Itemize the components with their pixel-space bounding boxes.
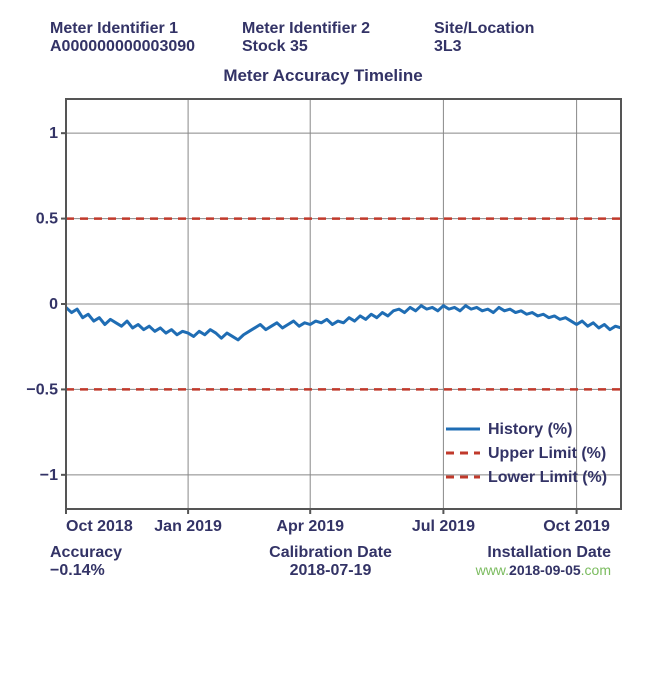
svg-text:0.5: 0.5 xyxy=(35,211,57,228)
installation-label: Installation Date xyxy=(424,544,611,562)
svg-text:Apr 2019: Apr 2019 xyxy=(276,518,344,535)
chart-title: Meter Accuracy Timeline xyxy=(20,66,626,86)
accuracy-label: Accuracy xyxy=(50,544,237,562)
footer-row: Accuracy −0.14% Calibration Date 2018-07… xyxy=(20,544,626,580)
calibration-label: Calibration Date xyxy=(237,544,424,562)
svg-text:History (%): History (%) xyxy=(488,421,572,438)
meter-id-2-label: Meter Identifier 2 xyxy=(242,20,434,38)
svg-text:Upper Limit (%): Upper Limit (%) xyxy=(488,445,606,462)
header-col-3: Site/Location 3L3 xyxy=(434,20,626,56)
svg-text:Oct 2018: Oct 2018 xyxy=(66,518,133,535)
svg-text:Lower Limit (%): Lower Limit (%) xyxy=(488,469,607,486)
meter-id-1-label: Meter Identifier 1 xyxy=(50,20,242,38)
installation-value: 2018-09-05 xyxy=(509,562,581,578)
footer-calibration: Calibration Date 2018-07-19 xyxy=(237,544,424,580)
footer-installation: Installation Date www.2018-09-052018-09-… xyxy=(424,544,626,580)
meter-id-2-value: Stock 35 xyxy=(242,38,434,56)
accuracy-timeline-chart: −1 −0.5 0 0.5 1 Oct 2018 Jan 2019 Apr 2019 Jul 2… xyxy=(21,94,626,539)
site-location-value: 3L3 xyxy=(434,38,626,56)
calibration-value: 2018-07-19 xyxy=(237,562,424,580)
meter-id-1-value: A000000000003090 xyxy=(50,38,242,56)
header-col-1: Meter Identifier 1 A000000000003090 xyxy=(50,20,242,56)
svg-text:−0.5: −0.5 xyxy=(26,381,58,398)
svg-text:Oct 2019: Oct 2019 xyxy=(543,518,610,535)
svg-text:Jul 2019: Jul 2019 xyxy=(411,518,474,535)
header-row: Meter Identifier 1 A000000000003090 Mete… xyxy=(20,20,626,56)
accuracy-value: −0.14% xyxy=(50,562,237,580)
site-location-label: Site/Location xyxy=(434,20,626,38)
watermark-text: www.2018-09-052018-09-05.com xyxy=(424,562,611,578)
watermark-suffix: .com xyxy=(581,562,611,578)
svg-text:−1: −1 xyxy=(39,467,57,484)
svg-text:1: 1 xyxy=(49,125,58,142)
svg-text:0: 0 xyxy=(49,296,58,313)
chart-container: −1 −0.5 0 0.5 1 Oct 2018 Jan 2019 Apr 2019 Jul 2… xyxy=(21,94,626,539)
svg-text:Jan 2019: Jan 2019 xyxy=(154,518,222,535)
header-col-2: Meter Identifier 2 Stock 35 xyxy=(242,20,434,56)
watermark-prefix: www. xyxy=(476,562,509,578)
footer-accuracy: Accuracy −0.14% xyxy=(50,544,237,580)
